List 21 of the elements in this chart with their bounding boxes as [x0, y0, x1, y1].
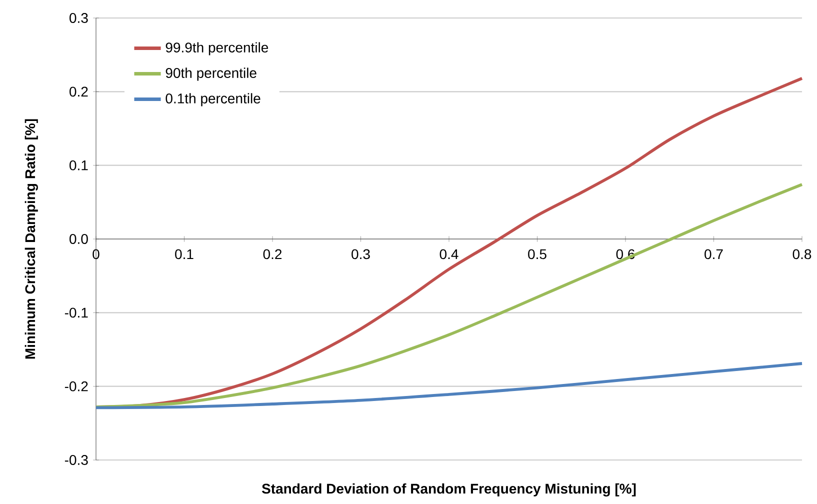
legend-label: 99.9th percentile — [166, 42, 268, 56]
y-tick-label: -0.1 — [64, 308, 88, 318]
y-tick-label: 0.3 — [70, 13, 88, 23]
legend-label: 0.1th percentile — [166, 93, 260, 106]
line-series — [94, 362, 804, 410]
x-tick-label: 0.5 — [528, 249, 546, 260]
x-tick-label: 0.3 — [352, 249, 370, 260]
x-tick-label: 0 — [92, 249, 100, 260]
y-tick-label: 0.0 — [70, 234, 88, 244]
x-tick-label: 0.1 — [175, 249, 194, 260]
y-tick-label: 0.1 — [70, 160, 88, 170]
x-axis-title: Standard Deviation of Random Frequency Mistuning [%] — [262, 483, 636, 496]
y-tick-label: 0.2 — [70, 86, 88, 97]
y-axis-title: Minimum Critical Damping Ratio [%] — [24, 119, 38, 359]
legend-label: 90th percentile — [166, 68, 256, 81]
y-tick-label: -0.2 — [64, 381, 88, 392]
y-tick-label: -0.3 — [64, 455, 88, 465]
x-tick-label: 0.7 — [704, 249, 723, 260]
x-tick-label: 0.2 — [263, 249, 282, 260]
x-tick-label: 0.8 — [792, 249, 812, 260]
x-tick-label: 0.4 — [440, 249, 458, 260]
